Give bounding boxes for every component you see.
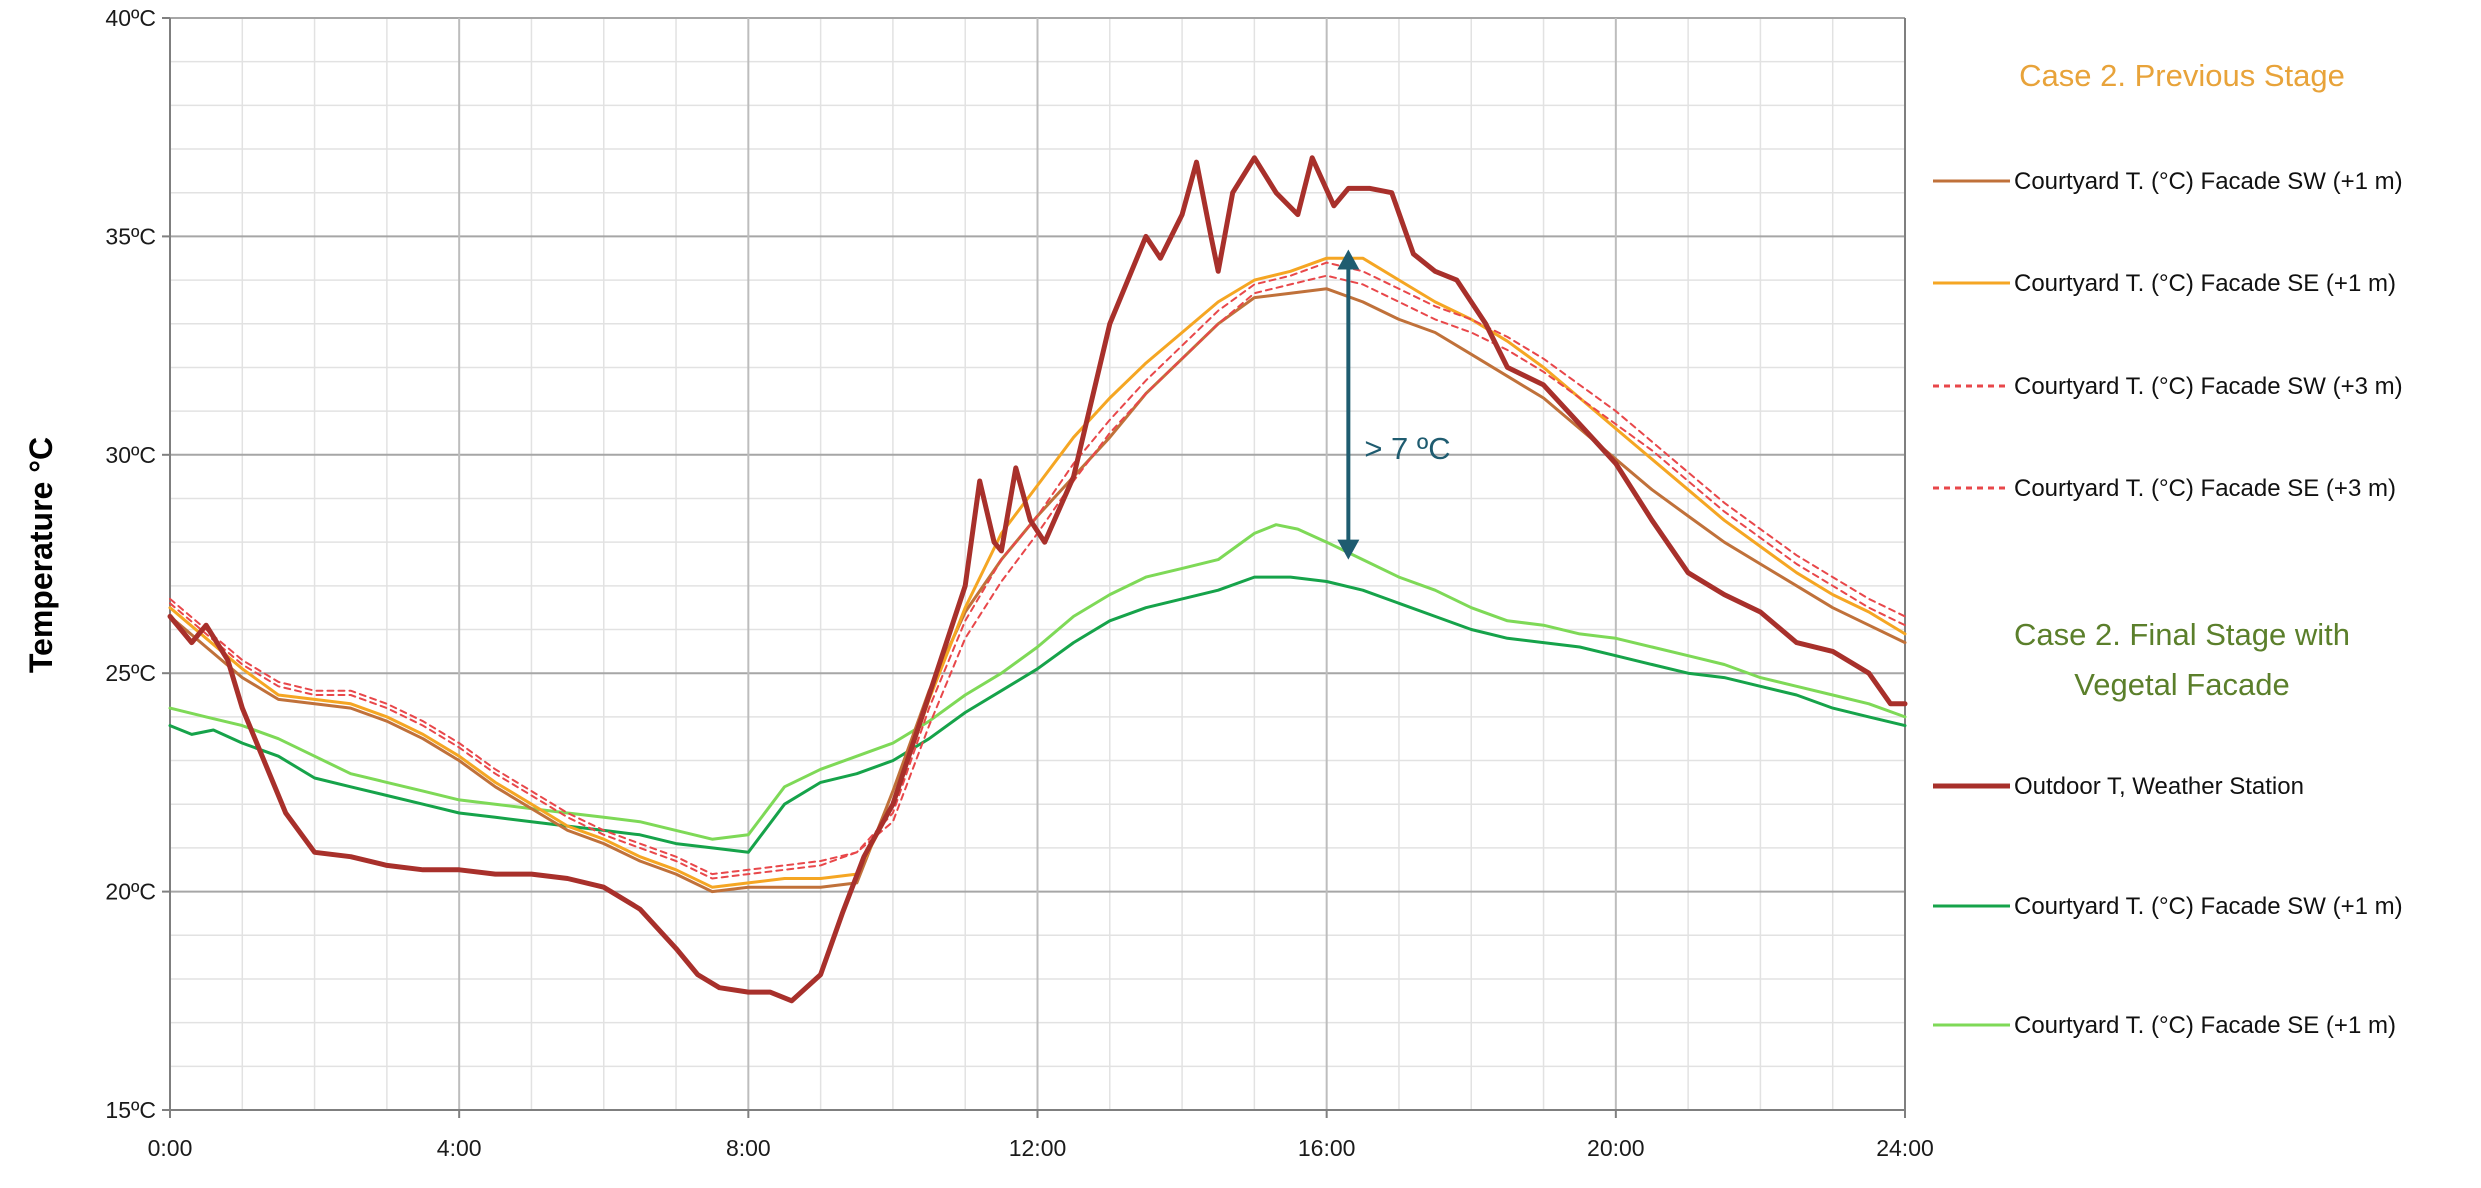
x-tick-label: 0:00 bbox=[148, 1135, 193, 1161]
legend-group-title: Vegetal Facade bbox=[2074, 667, 2289, 702]
legend-group-title: Case 2. Final Stage with bbox=[2014, 617, 2350, 652]
legend-entry-label: Courtyard T. (°C) Facade SE (+1 m) bbox=[2014, 270, 2396, 297]
axes bbox=[162, 17, 1906, 1118]
y-tick-label: 30ºC bbox=[105, 442, 156, 468]
annotation: > 7 ºC bbox=[1337, 249, 1451, 560]
y-tick-label: 35ºC bbox=[105, 223, 156, 249]
legend-entry-label: Courtyard T. (°C) Facade SW (+3 m) bbox=[2014, 373, 2403, 400]
series-line bbox=[167, 155, 1908, 1004]
annotation-label: > 7 ºC bbox=[1364, 431, 1450, 466]
y-tick-label: 20ºC bbox=[105, 879, 156, 905]
series-line bbox=[168, 256, 1907, 889]
grid-lines bbox=[170, 17, 1906, 1110]
x-tick-label: 12:00 bbox=[1009, 1135, 1067, 1161]
x-tick-label: 20:00 bbox=[1587, 1135, 1645, 1161]
x-tick-label: 16:00 bbox=[1298, 1135, 1356, 1161]
x-tick-label: 8:00 bbox=[726, 1135, 771, 1161]
legend-entry-label: Courtyard T. (°C) Facade SE (+3 m) bbox=[2014, 475, 2396, 502]
legend-entry-label: Outdoor T, Weather Station bbox=[2014, 773, 2304, 800]
legend: Case 2. Previous Stage Case 2. Final Stag… bbox=[1933, 58, 2403, 1039]
y-tick-label: 15ºC bbox=[105, 1097, 156, 1123]
y-tick-label: 25ºC bbox=[105, 660, 156, 686]
legend-entry-label: Courtyard T. (°C) Facade SW (+1 m) bbox=[2014, 893, 2403, 920]
legend-group-title: Case 2. Previous Stage bbox=[2019, 58, 2345, 93]
legend-entry-label: Courtyard T. (°C) Facade SW (+1 m) bbox=[2014, 168, 2403, 195]
series-line bbox=[169, 261, 1906, 876]
y-axis-label: Temperature °C bbox=[23, 437, 59, 673]
x-tick-label: 4:00 bbox=[437, 1135, 482, 1161]
tick-labels: 15ºC 20ºC 25ºC 30ºC 35ºC 40ºC 0:00 4:00 8:00 12:0… bbox=[105, 5, 1933, 1161]
series-line bbox=[168, 523, 1907, 841]
x-tick-label: 24:00 bbox=[1876, 1135, 1934, 1161]
legend-entry-label: Courtyard T. (°C) Facade SE (+1 m) bbox=[2014, 1012, 2396, 1039]
annotation-arrowhead-top bbox=[1337, 249, 1360, 270]
y-tick-label: 40ºC bbox=[105, 5, 156, 31]
annotation-arrowhead-bottom bbox=[1337, 539, 1360, 560]
series-line bbox=[168, 575, 1907, 854]
series-lines bbox=[167, 155, 1908, 1004]
